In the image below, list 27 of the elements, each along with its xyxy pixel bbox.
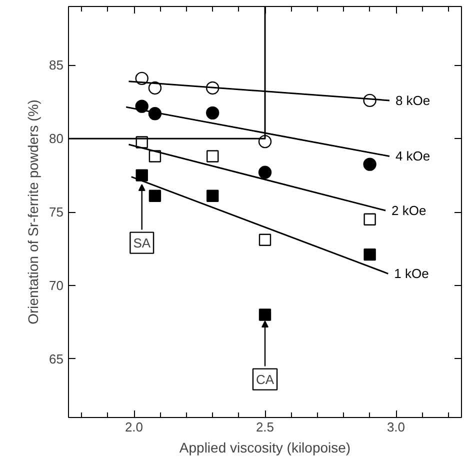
point bbox=[363, 158, 376, 171]
x-tick-label: 2.5 bbox=[256, 420, 274, 434]
point bbox=[364, 248, 376, 261]
y-tick-label: 65 bbox=[49, 351, 64, 366]
y-tick-label: 70 bbox=[49, 278, 64, 293]
y-tick-label: 80 bbox=[49, 131, 64, 146]
point bbox=[258, 166, 272, 179]
annotation: SA bbox=[133, 235, 151, 250]
y-tick-label: 85 bbox=[49, 58, 64, 73]
legend-label: 2 kOe bbox=[392, 203, 426, 218]
point bbox=[206, 106, 220, 120]
point bbox=[258, 234, 272, 246]
x-tick-label: 3.0 bbox=[386, 420, 406, 434]
y-axis-title: Orientation of Sr-ferrite powders (%) bbox=[25, 100, 42, 324]
series-label: 1 kOe bbox=[394, 266, 429, 282]
point bbox=[206, 190, 219, 202]
series-label: 4 kOe bbox=[395, 148, 430, 164]
annotation: CA bbox=[256, 372, 274, 387]
point bbox=[364, 213, 376, 226]
x-tick-label: 2.0 bbox=[124, 420, 144, 434]
point bbox=[148, 190, 162, 202]
x-axis-title: Applied viscosity (kilopoise) bbox=[179, 440, 351, 456]
y-tick-label: 75 bbox=[49, 204, 64, 220]
point bbox=[258, 308, 272, 321]
point bbox=[136, 169, 148, 182]
point bbox=[206, 150, 219, 162]
series-label: 8 kOe bbox=[395, 92, 430, 108]
